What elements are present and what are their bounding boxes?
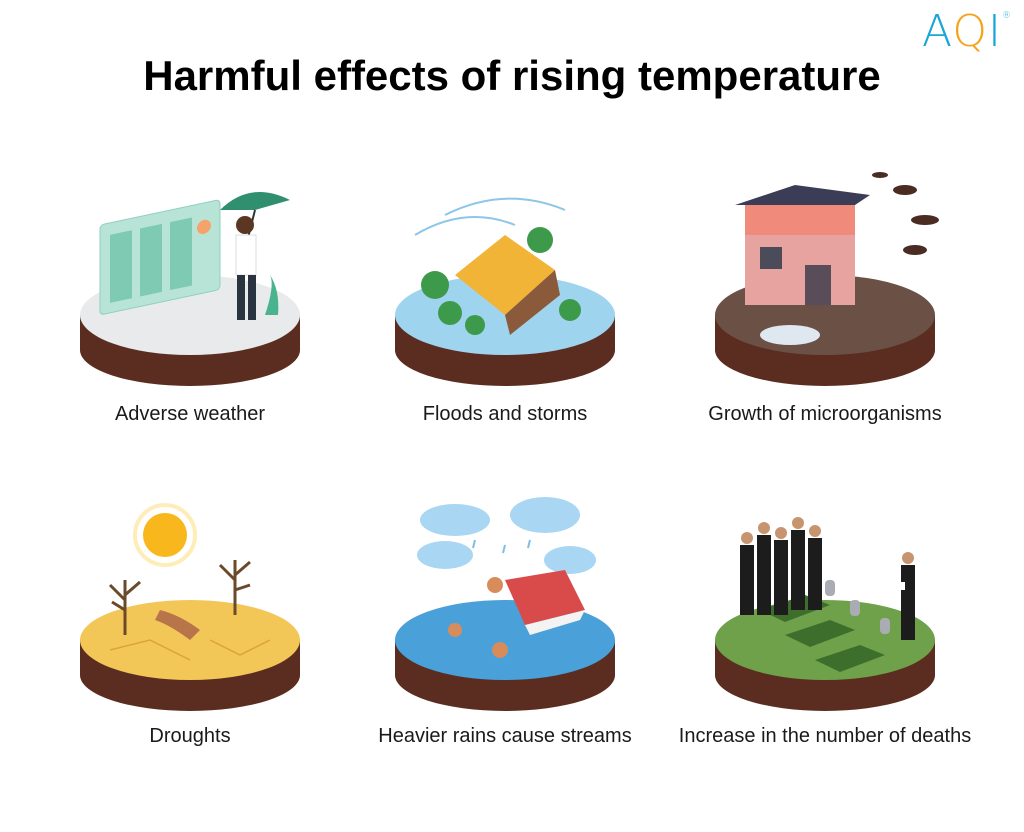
flood-illustration [355, 165, 655, 425]
effect-caption: Adverse weather [40, 403, 340, 426]
weather-illustration [40, 165, 340, 425]
effect-card-droughts: Droughts [40, 490, 340, 780]
aqi-logo: AQI® [922, 10, 1012, 54]
cemetery-illustration [675, 490, 975, 750]
effect-card-microorganisms: Growth of microorganisms [675, 165, 975, 455]
effect-card-floods-storms: Floods and storms [355, 165, 655, 455]
effect-caption: Increase in the number of deaths [675, 725, 975, 748]
effect-card-heavier-rains: Heavier rains cause streams [355, 490, 655, 780]
effect-caption: Heavier rains cause streams [355, 725, 655, 748]
effect-card-adverse-weather: Adverse weather [40, 165, 340, 455]
microorganism-illustration [675, 165, 975, 425]
rain-illustration [355, 490, 655, 750]
page-title: Harmful effects of rising temperature [0, 52, 1024, 100]
effect-caption: Floods and storms [355, 403, 655, 426]
drought-illustration [40, 490, 340, 750]
effect-caption: Droughts [40, 725, 340, 748]
effect-caption: Growth of microorganisms [675, 403, 975, 426]
effect-card-deaths: Increase in the number of deaths [675, 490, 975, 780]
